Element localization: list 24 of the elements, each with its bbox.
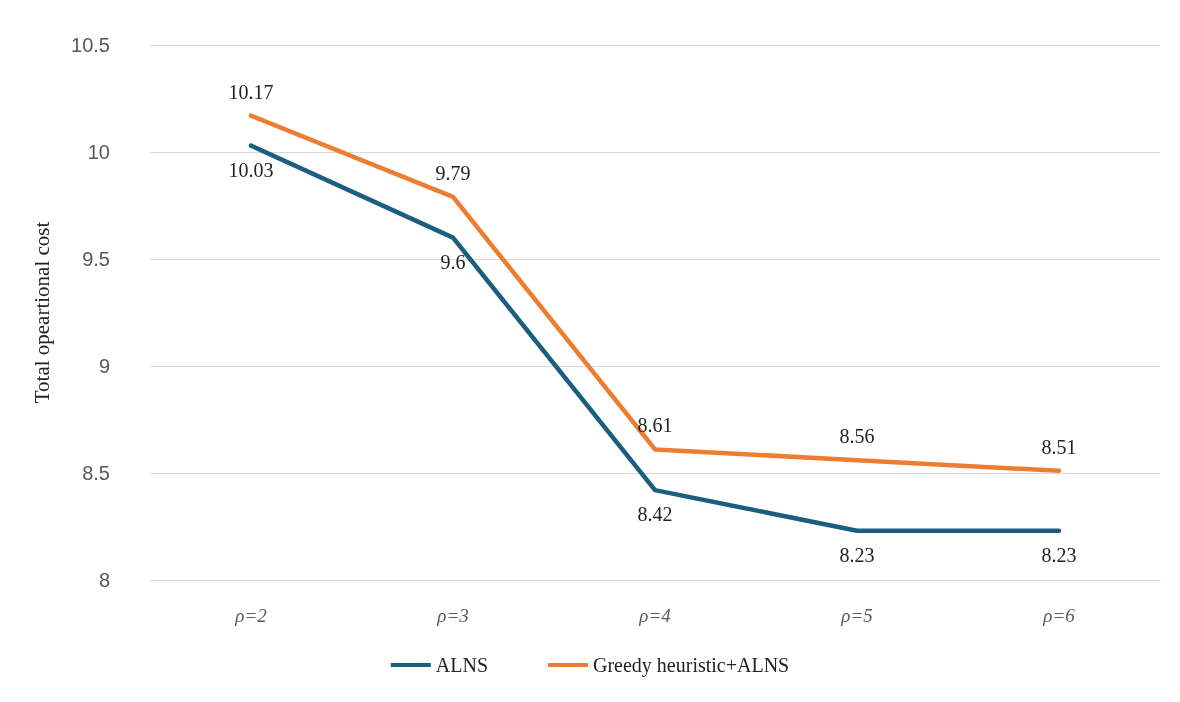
y-tick-label: 10	[87, 141, 110, 163]
data-label: 8.42	[637, 503, 673, 526]
y-axis-title: Total opeartional cost	[29, 221, 54, 404]
x-tick-label: ρ=2	[234, 605, 268, 626]
data-label: 8.56	[839, 425, 875, 448]
x-tick-label: ρ=3	[436, 605, 469, 626]
data-label: 10.17	[228, 80, 274, 103]
legend-label: Greedy heuristic+ALNS	[593, 654, 790, 677]
x-tick-label: ρ=6	[1042, 605, 1076, 626]
x-tick-label: ρ=4	[638, 605, 672, 626]
data-label: 8.23	[1041, 543, 1077, 566]
y-tick-label: 9	[98, 355, 110, 377]
data-label: 8.23	[839, 543, 875, 566]
x-tick-label: ρ=5	[840, 605, 873, 626]
y-tick-label: 8	[98, 569, 110, 591]
y-tick-label: 10.5	[71, 34, 110, 56]
data-label: 8.61	[637, 414, 673, 437]
y-tick-label: 9.5	[82, 248, 110, 270]
data-label: 9.79	[435, 161, 471, 184]
y-tick-label: 8.5	[82, 462, 110, 484]
legend-label: ALNS	[435, 654, 489, 676]
data-label: 9.6	[440, 250, 466, 273]
data-label: 8.51	[1041, 435, 1077, 458]
data-label: 10.03	[228, 158, 274, 181]
